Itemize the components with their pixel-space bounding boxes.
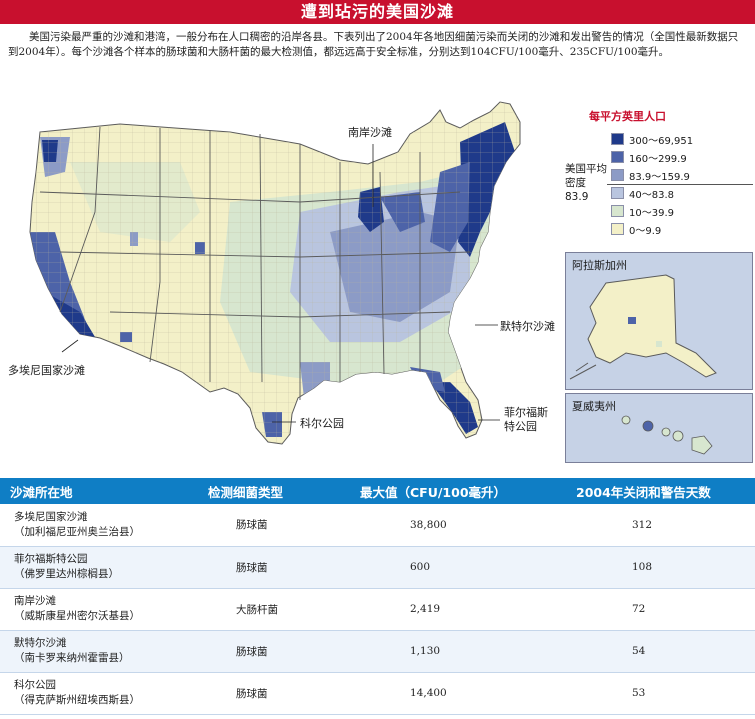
legend-swatch <box>611 187 624 199</box>
location-cell: 菲尔福斯特公园 （佛罗里达州棕榈县） <box>0 546 200 589</box>
legend-swatch <box>611 133 624 145</box>
page-title: 遭到玷污的美国沙滩 <box>0 0 755 24</box>
table-header-row: 沙滩所在地 检测细菌类型 最大值（CFU/100毫升） 2004年关闭和警告天数 <box>0 478 755 504</box>
location-cell: 默特尔沙滩 （南卡罗来纳州霍雷县） <box>0 630 200 673</box>
legend-item: 0～9.9 <box>611 222 751 237</box>
bacteria-cell: 肠球菌 <box>200 546 360 589</box>
bacteria-cell: 肠球菌 <box>200 504 360 547</box>
header-days: 2004年关闭和警告天数 <box>560 478 755 504</box>
days-cell: 72 <box>560 588 755 631</box>
average-divider <box>607 184 753 185</box>
max-cell: 14,400 <box>360 672 560 715</box>
alaska-label: 阿拉斯加州 <box>572 259 627 272</box>
bacteria-cell: 大肠杆菌 <box>200 588 360 631</box>
max-cell: 2,419 <box>360 588 560 631</box>
legend-title: 每平方英里人口 <box>589 110 666 123</box>
legend-label: 40～83.8 <box>629 190 674 201</box>
max-cell: 1,130 <box>360 630 560 673</box>
location-cell: 科尔公园 （得克萨斯州纽埃西斯县） <box>0 672 200 715</box>
header-location: 沙滩所在地 <box>0 478 200 504</box>
location-name: 南岸沙滩 <box>14 595 56 607</box>
legend-swatch <box>611 169 624 181</box>
location-county: （得克萨斯州纽埃西斯县） <box>14 694 140 706</box>
us-map-svg <box>29 101 521 445</box>
days-cell: 53 <box>560 672 755 715</box>
us-population-map: 南岸沙滩 多埃尼国家沙滩 默特尔沙滩 科尔公园 菲尔福斯 特公园 <box>0 82 560 472</box>
days-cell: 54 <box>560 630 755 673</box>
legend-label: 0～9.9 <box>629 226 662 237</box>
alaska-inset: 阿拉斯加州 <box>565 252 753 390</box>
days-cell: 312 <box>560 504 755 547</box>
callout-kirk-park: 科尔公园 <box>300 417 344 430</box>
hawaii-inset: 夏威夷州 <box>565 393 753 463</box>
max-cell: 600 <box>360 546 560 589</box>
location-name: 科尔公园 <box>14 679 56 691</box>
table-row: 默特尔沙滩 （南卡罗来纳州霍雷县） 肠球菌 1,130 54 <box>0 630 755 673</box>
legend-label: 160～299.9 <box>629 154 687 165</box>
legend-item: 160～299.9 <box>611 150 751 165</box>
hawaii-label: 夏威夷州 <box>572 400 616 413</box>
location-cell: 多埃尼国家沙滩 （加利福尼亚州奥兰治县） <box>0 504 200 547</box>
hawaii-map-svg <box>621 415 713 455</box>
location-name: 默特尔沙滩 <box>14 637 67 649</box>
intro-paragraph: 美国污染最严重的沙滩和港湾，一般分布在人口稠密的沿岸各县。下表列出了2004年各… <box>8 31 739 58</box>
legend-swatch <box>611 205 624 217</box>
location-county: （威斯康星州密尔沃基县） <box>14 610 140 622</box>
table-row: 多埃尼国家沙滩 （加利福尼亚州奥兰治县） 肠球菌 38,800 312 <box>0 504 755 547</box>
header-max: 最大值（CFU/100毫升） <box>360 478 560 504</box>
beach-data-table: 沙滩所在地 检测细菌类型 最大值（CFU/100毫升） 2004年关闭和警告天数… <box>0 478 755 715</box>
callout-north-shore-beach: 南岸沙滩 <box>348 126 392 139</box>
location-county: （佛罗里达州棕榈县） <box>14 568 119 580</box>
legend-item: 10～39.9 <box>611 204 751 219</box>
callout-myrtle-beach: 默特尔沙滩 <box>500 320 555 333</box>
bacteria-cell: 肠球菌 <box>200 630 360 673</box>
legend-label: 300～69,951 <box>629 136 694 147</box>
us-average-density: 美国平均密度 83.9 <box>565 162 615 204</box>
density-regions <box>30 102 520 444</box>
legend-item: 300～69,951 <box>611 132 751 147</box>
table-row: 南岸沙滩 （威斯康星州密尔沃基县） 大肠杆菌 2,419 72 <box>0 588 755 631</box>
map-legend: 每平方英里人口 300～69,951 160～299.9 83.9～159.9 … <box>565 82 755 252</box>
table-row: 菲尔福斯特公园 （佛罗里达州棕榈县） 肠球菌 600 108 <box>0 546 755 589</box>
callout-doheny-beach: 多埃尼国家沙滩 <box>8 364 85 377</box>
legend-swatch <box>611 223 624 235</box>
us-average-value: 83.9 <box>565 191 589 203</box>
bacteria-cell: 肠球菌 <box>200 672 360 715</box>
legend-swatch <box>611 151 624 163</box>
days-cell: 108 <box>560 546 755 589</box>
legend-item: 83.9～159.9 <box>611 168 751 183</box>
legend-item: 40～83.8 <box>611 186 751 201</box>
legend-label: 83.9～159.9 <box>629 172 690 183</box>
location-name: 菲尔福斯特公园 <box>14 553 88 565</box>
location-cell: 南岸沙滩 （威斯康星州密尔沃基县） <box>0 588 200 631</box>
alaska-map-svg <box>569 274 717 380</box>
location-county: （南卡罗来纳州霍雷县） <box>14 652 130 664</box>
location-name: 多埃尼国家沙滩 <box>14 510 88 523</box>
max-cell: 38,800 <box>360 504 560 547</box>
us-average-label: 美国平均密度 <box>565 163 607 189</box>
legend-label: 10～39.9 <box>629 208 674 219</box>
callout-lines <box>61 144 500 423</box>
state-borders <box>39 126 471 400</box>
table-row: 科尔公园 （得克萨斯州纽埃西斯县） 肠球菌 14,400 53 <box>0 672 755 715</box>
location-county: （加利福尼亚州奥兰治县） <box>14 525 140 538</box>
header-bacteria: 检测细菌类型 <box>200 478 360 504</box>
callout-fort-pierce-park: 菲尔福斯 特公园 <box>504 406 548 433</box>
